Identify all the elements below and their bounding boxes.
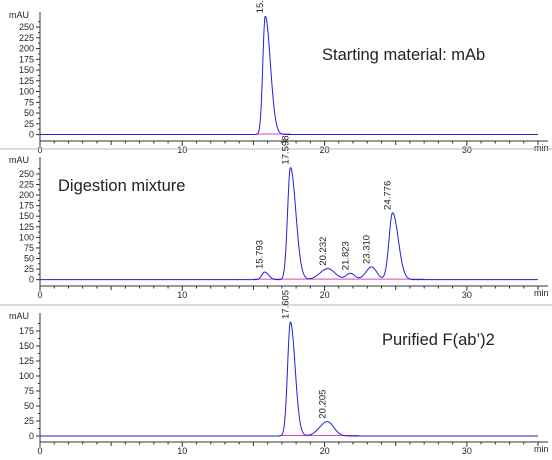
panel-caption: Digestion mixture xyxy=(58,177,185,195)
y-axis-unit-label: mAU xyxy=(9,155,29,165)
y-tick-label: 150 xyxy=(19,211,34,221)
y-tick-label: 225 xyxy=(19,33,34,43)
x-axis-unit-label: min xyxy=(534,143,549,153)
y-tick-label: 100 xyxy=(19,371,34,381)
chromatogram-trace xyxy=(40,321,538,437)
y-tick-label: 250 xyxy=(19,169,34,179)
peak-label: 23.310 xyxy=(362,235,373,264)
peak-label: 21.823 xyxy=(340,241,351,270)
chromatogram-trace xyxy=(40,166,538,281)
x-axis-unit-label: min xyxy=(534,444,549,454)
y-tick-label: 200 xyxy=(19,190,34,200)
peak-label: 15.793 xyxy=(255,240,266,269)
x-tick-label: 30 xyxy=(462,446,472,456)
y-tick-label: 150 xyxy=(19,65,34,75)
panel-caption: Purified F(ab’)2 xyxy=(382,331,495,349)
peak-label: 20.205 xyxy=(317,390,328,419)
x-axis-unit-label: min xyxy=(534,288,549,298)
y-tick-label: 75 xyxy=(24,243,34,253)
x-tick-label: 30 xyxy=(462,290,472,300)
y-tick-label: 200 xyxy=(19,44,34,54)
y-tick-label: 150 xyxy=(19,341,34,351)
x-tick-label: 20 xyxy=(320,290,330,300)
y-tick-label: 75 xyxy=(24,386,34,396)
y-tick-label: 125 xyxy=(19,356,34,366)
y-tick-label: 50 xyxy=(24,254,34,264)
y-tick-label: 225 xyxy=(19,179,34,189)
x-tick-label: 30 xyxy=(462,145,472,155)
y-tick-label: 100 xyxy=(19,87,34,97)
x-tick-label: 20 xyxy=(320,145,330,155)
y-tick-label: 0 xyxy=(29,275,34,285)
panel-caption: Starting material: mAb xyxy=(322,46,485,64)
y-axis-unit-label: mAU xyxy=(9,311,29,321)
x-tick-label: 0 xyxy=(37,446,42,456)
x-tick-label: 20 xyxy=(320,446,330,456)
x-tick-label: 0 xyxy=(37,290,42,300)
chromatogram-trace xyxy=(40,15,538,136)
y-axis-unit-label: mAU xyxy=(9,10,29,20)
peak-label: 24.776 xyxy=(383,181,394,210)
y-tick-label: 0 xyxy=(29,431,34,441)
peak-label: 17.598 xyxy=(280,136,291,165)
y-tick-label: 125 xyxy=(19,76,34,86)
y-tick-label: 25 xyxy=(24,119,34,129)
peak-label: 20.232 xyxy=(318,237,329,266)
y-tick-label: 50 xyxy=(24,108,34,118)
y-tick-label: 125 xyxy=(19,222,34,232)
y-tick-label: 25 xyxy=(24,264,34,274)
y-tick-label: 75 xyxy=(24,97,34,107)
peak-label: 15.830 xyxy=(255,0,266,13)
y-tick-label: 50 xyxy=(24,401,34,411)
x-tick-label: 10 xyxy=(177,290,187,300)
x-tick-label: 10 xyxy=(177,145,187,155)
x-tick-label: 0 xyxy=(37,145,42,155)
y-tick-label: 100 xyxy=(19,232,34,242)
y-tick-label: 175 xyxy=(19,54,34,64)
y-tick-label: 0 xyxy=(29,130,34,140)
peak-label: 17.605 xyxy=(280,290,291,319)
y-tick-label: 175 xyxy=(19,326,34,336)
y-tick-label: 25 xyxy=(24,416,34,426)
y-tick-label: 250 xyxy=(19,22,34,32)
x-tick-label: 10 xyxy=(177,446,187,456)
y-tick-label: 175 xyxy=(19,201,34,211)
